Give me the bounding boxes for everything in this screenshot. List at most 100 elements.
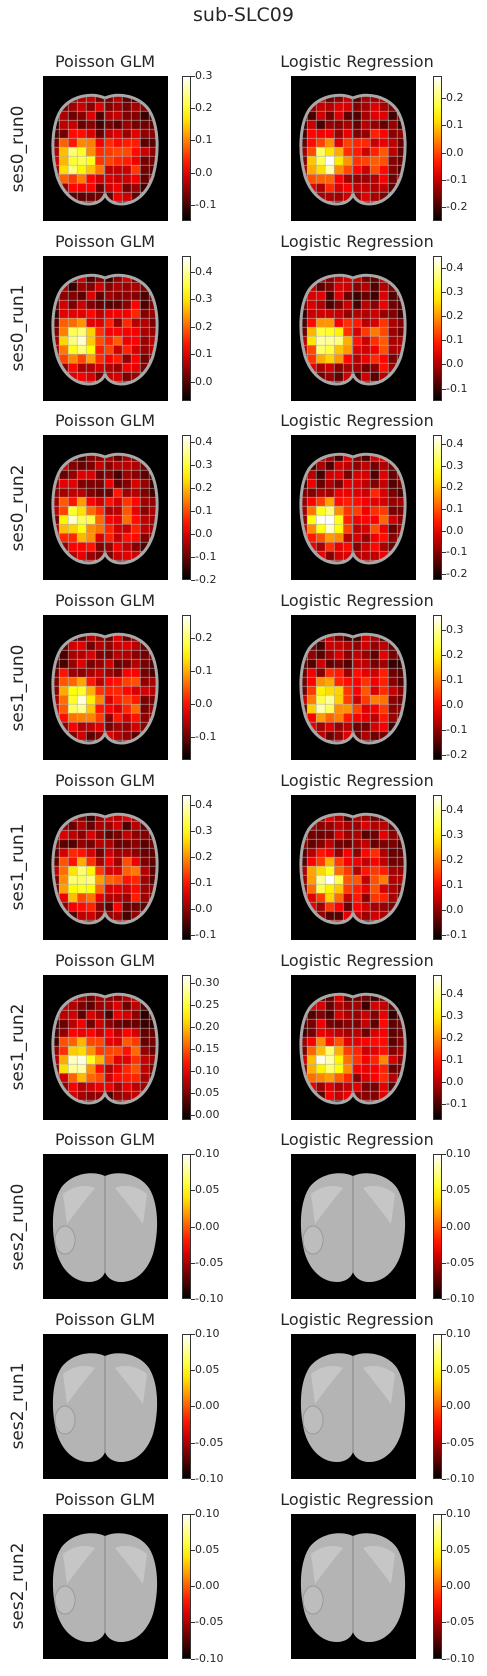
parcel (370, 911, 379, 920)
parcel (343, 1001, 352, 1010)
parcel (159, 291, 167, 299)
parcel (113, 282, 122, 291)
parcel (352, 731, 361, 740)
parcel (122, 300, 131, 309)
parcel (86, 875, 95, 884)
parcel (370, 192, 379, 201)
parcel (113, 848, 122, 857)
colorbar-tick-label: 0.0 (195, 901, 213, 915)
parcel (77, 848, 86, 857)
parcel (86, 309, 95, 318)
parcel (131, 372, 140, 381)
parcel (325, 1082, 334, 1091)
parcel (140, 1037, 149, 1046)
parcel (397, 147, 406, 156)
parcel (95, 551, 104, 561)
parcel (131, 282, 140, 291)
parcel (131, 1073, 140, 1082)
parcel (370, 641, 379, 650)
parcel (159, 839, 167, 847)
parcel (140, 1019, 149, 1028)
parcel (131, 875, 140, 884)
parcel (388, 1100, 397, 1103)
parcel (334, 1028, 343, 1037)
parcel (113, 102, 122, 111)
parcel (131, 479, 140, 489)
colorbar-tick-mark (442, 1190, 446, 1192)
parcel (300, 866, 307, 875)
parcel (407, 848, 415, 856)
parcel (77, 336, 86, 345)
parcel (68, 336, 77, 345)
parcel (159, 103, 167, 111)
parcel (77, 659, 86, 668)
parcel (343, 1064, 352, 1073)
brain-shading (311, 1365, 343, 1404)
parcel (77, 454, 86, 462)
parcel (407, 175, 415, 183)
parcel (343, 677, 352, 686)
parcel (68, 695, 77, 704)
parcel (307, 659, 316, 668)
parcel (361, 138, 370, 147)
parcel (77, 722, 86, 731)
panel-title: Logistic Regression (280, 231, 434, 251)
colorbar-tick-label: 0.05 (195, 1183, 220, 1197)
panel-title: Poisson GLM (54, 231, 156, 251)
parcel (388, 1055, 397, 1064)
parcel (52, 920, 59, 923)
parcel (52, 372, 59, 381)
colorbar-tick-label: 0.0 (446, 698, 464, 712)
parcel (104, 857, 113, 866)
parcel (86, 857, 95, 866)
parcel (325, 318, 334, 327)
parcel (52, 1046, 59, 1055)
colorbar-tick-label: -0.05 (195, 1615, 224, 1629)
parcel (52, 461, 59, 471)
parcel (361, 345, 370, 354)
parcel (122, 282, 131, 291)
parcel (343, 830, 352, 839)
parcel (140, 327, 149, 336)
parcel (370, 1091, 379, 1100)
parcel (122, 336, 131, 345)
parcel (352, 129, 361, 138)
colorbar-tick-label: 0.1 (195, 664, 213, 678)
parcel (388, 695, 397, 704)
parcel (397, 1028, 406, 1037)
parcel (370, 336, 379, 345)
parcel (388, 533, 397, 543)
parcel (86, 274, 95, 282)
parcel (307, 839, 316, 848)
parcel (361, 1091, 370, 1100)
parcel (159, 866, 167, 874)
parcel (59, 381, 68, 384)
parcel (300, 686, 307, 695)
parcel (52, 327, 59, 336)
parcel (307, 560, 316, 564)
parcel (159, 345, 167, 353)
parcel (104, 147, 113, 156)
parcel (407, 157, 415, 165)
parcel (397, 192, 406, 201)
parcel (361, 1037, 370, 1046)
parcel (379, 857, 388, 866)
parcel (325, 551, 334, 561)
parcel (407, 705, 415, 713)
parcel (104, 183, 113, 192)
colorbar-tick-mark (191, 534, 195, 536)
parcel (122, 911, 131, 920)
parcel (77, 1001, 86, 1010)
parcel (159, 121, 167, 129)
colorbar-tick-mark (191, 1333, 195, 1335)
parcel (122, 515, 131, 525)
brain-map (43, 435, 168, 581)
parcel (113, 129, 122, 138)
parcel (407, 902, 415, 910)
parcel (140, 542, 149, 552)
parcel (334, 814, 343, 821)
parcel (397, 1100, 406, 1103)
parcel (104, 192, 113, 201)
parcel (334, 634, 343, 641)
parcel (122, 372, 131, 381)
